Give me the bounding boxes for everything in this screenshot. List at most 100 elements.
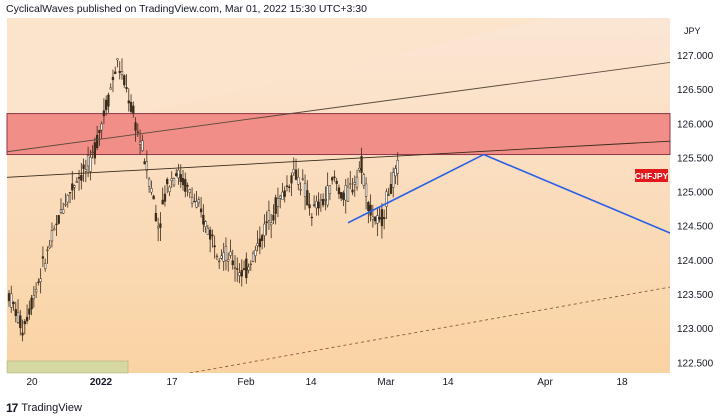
x-tick-label: 17 (166, 377, 178, 388)
candle-body (14, 309, 17, 316)
candle-body (251, 252, 255, 262)
candle-body (267, 210, 271, 221)
symbol-badge: CHFJPY (634, 169, 669, 182)
drawing-annotations (0, 42, 720, 373)
candle-body (380, 209, 384, 227)
candle-body (245, 258, 248, 279)
candle-body (342, 192, 345, 200)
x-tick-label: Apr (537, 377, 553, 388)
candle-body (161, 199, 164, 205)
candle-body (326, 185, 329, 206)
candle-body (7, 293, 11, 302)
candle-series (7, 58, 399, 342)
x-tick-label: 20 (26, 377, 38, 388)
candle-body (358, 167, 361, 171)
candle-body (254, 250, 257, 256)
candle-body (80, 174, 83, 181)
candle-body (102, 110, 106, 117)
resistance-zone[interactable] (6, 113, 671, 156)
candle-body (360, 156, 363, 173)
x-tick-label: Feb (237, 377, 255, 388)
candle-body (202, 214, 205, 225)
candle-body (116, 58, 119, 61)
candle-body (303, 182, 307, 197)
candle-body (369, 204, 372, 216)
trend-line[interactable] (0, 134, 720, 178)
candle-body (159, 223, 162, 228)
candle-body (335, 180, 338, 184)
candle-body (199, 208, 203, 213)
candle-body (177, 169, 180, 179)
candle-body (394, 168, 397, 177)
candle-body (260, 235, 264, 241)
y-tick-label: 124.000 (677, 256, 714, 267)
candle-body (170, 178, 173, 181)
candle-body (392, 172, 395, 188)
wedge-upper-line[interactable] (0, 42, 720, 155)
candle-body (37, 281, 40, 283)
candle-body (100, 123, 103, 131)
candle-body (141, 140, 144, 151)
candle-body (281, 191, 284, 200)
candle-body (193, 200, 196, 203)
time-axis[interactable]: 20 2022 17 Feb 14 Mar 14 Apr 18 (26, 377, 628, 388)
candle-body (123, 75, 126, 86)
candle-body (367, 201, 370, 211)
candle-body (306, 190, 309, 206)
candle-body (152, 195, 155, 200)
y-tick-label: 124.500 (677, 222, 714, 233)
candle-body (86, 155, 90, 167)
candle-body (292, 169, 295, 174)
candle-body (172, 178, 176, 186)
candle-body (353, 182, 356, 185)
candle-body (64, 203, 67, 206)
candle-body (125, 87, 128, 90)
candle-body (105, 99, 108, 111)
candle-body (240, 270, 243, 277)
candle-body (376, 215, 379, 224)
candle-body (168, 186, 171, 192)
candle-body (166, 179, 169, 185)
candle-body (206, 227, 210, 235)
price-axis-strip (670, 18, 720, 391)
projection-down-line[interactable] (483, 153, 720, 288)
y-tick-label: 126.500 (677, 85, 714, 96)
candle-body (218, 260, 221, 263)
candle-body (91, 151, 94, 154)
candle-body (371, 216, 375, 220)
candle-body (211, 234, 214, 237)
candle-body (134, 122, 137, 131)
projection-up-line[interactable] (347, 153, 484, 224)
candle-body (283, 190, 286, 197)
candle-body (34, 288, 38, 293)
candle-body (190, 197, 194, 204)
candle-body (138, 141, 142, 145)
candle-body (297, 176, 300, 185)
candle-body (143, 161, 146, 165)
candle-body (317, 201, 320, 209)
price-axis[interactable]: 127.000 126.500 126.000 125.500 125.000 124.5… (677, 51, 714, 369)
candle-body (270, 222, 273, 226)
candle-body (68, 192, 72, 194)
candle-body (71, 183, 74, 191)
candle-body (204, 221, 207, 228)
candle-body (154, 213, 158, 222)
candle-body (224, 246, 228, 261)
candle-body (184, 179, 187, 192)
candle-body (315, 200, 318, 209)
candle-body (55, 223, 58, 226)
dashed-support-line[interactable] (189, 264, 720, 373)
candle-body (301, 178, 304, 180)
candle-body (312, 204, 316, 206)
candle-body (396, 160, 399, 174)
candle-body (157, 226, 160, 229)
candle-body (10, 293, 13, 308)
candle-body (247, 266, 250, 271)
candle-body (75, 181, 78, 183)
candle-body (319, 199, 323, 201)
candle-body (136, 131, 139, 133)
candle-body (389, 183, 393, 194)
candle-body (109, 87, 112, 90)
candle-body (25, 316, 29, 322)
